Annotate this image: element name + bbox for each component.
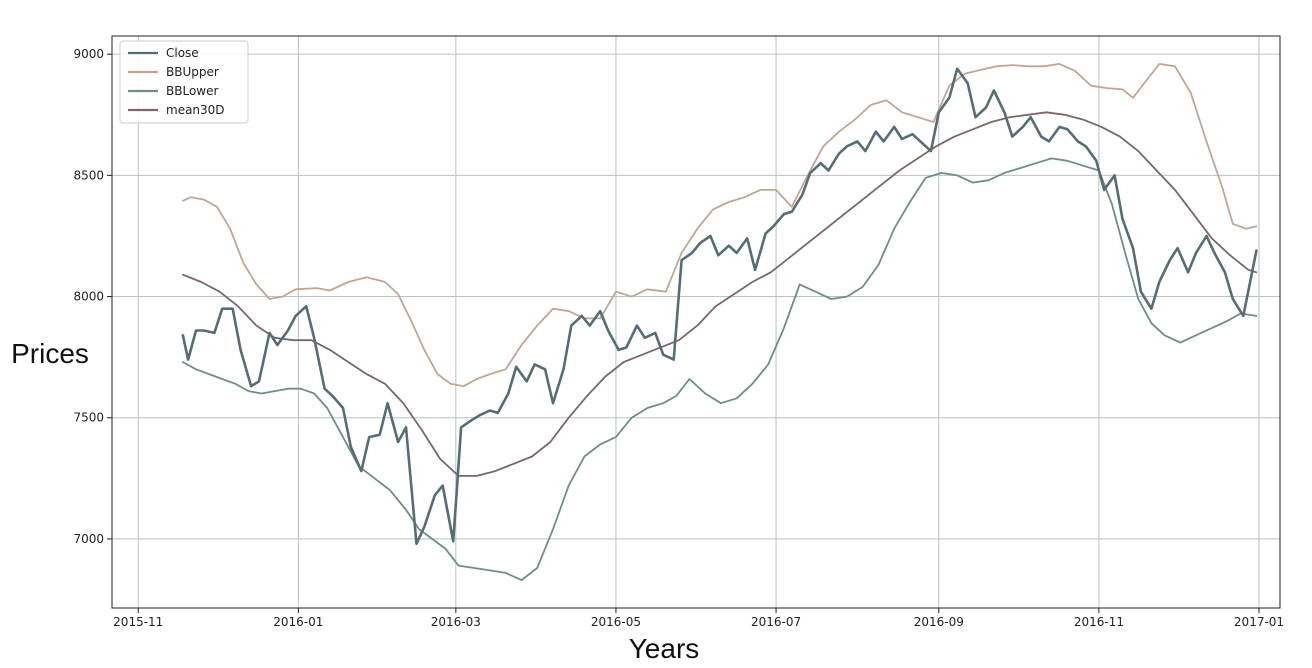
legend-label-mean30d: mean30D	[166, 103, 225, 117]
legend-box	[119, 40, 249, 124]
x-tick-label: 2016-11	[1074, 615, 1124, 629]
x-tick-label: 2017-01	[1234, 615, 1284, 629]
y-tick-label: 9000	[73, 47, 104, 61]
y-tick-label: 7500	[73, 411, 104, 425]
legend-label-close: Close	[166, 46, 199, 60]
y-axis-ticks: 7000 7500 8000 8500 9000	[73, 47, 112, 546]
series-lines	[181, 63, 1258, 581]
x-tick-label: 2015-11	[113, 615, 163, 629]
x-tick-label: 2016-05	[591, 615, 641, 629]
x-axis-ticks: 2015-11 2016-01 2016-03 2016-05 2016-07 2016-…	[113, 608, 1284, 629]
series-line-mean30d	[182, 111, 1258, 477]
x-axis-title: Years	[629, 633, 700, 664]
y-tick-label: 7000	[73, 532, 104, 546]
y-axis-title: Prices	[11, 338, 89, 369]
plot-frame	[111, 35, 1281, 609]
y-tick-label: 8000	[73, 290, 104, 304]
legend-label-bbupper: BBUpper	[166, 65, 219, 79]
series-line-bbupper	[182, 63, 1258, 388]
y-tick-label: 8500	[73, 168, 104, 182]
x-tick-label: 2016-03	[431, 615, 481, 629]
series-line-bblower	[182, 157, 1258, 581]
series-line-close	[181, 67, 1258, 546]
legend: Close BBUpper BBLower mean30D	[119, 40, 249, 124]
x-tick-label: 2016-09	[914, 615, 964, 629]
x-tick-label: 2016-07	[751, 615, 801, 629]
x-tick-label: 2016-01	[273, 615, 323, 629]
legend-label-bblower: BBLower	[166, 84, 218, 98]
grid-lines	[112, 36, 1280, 608]
